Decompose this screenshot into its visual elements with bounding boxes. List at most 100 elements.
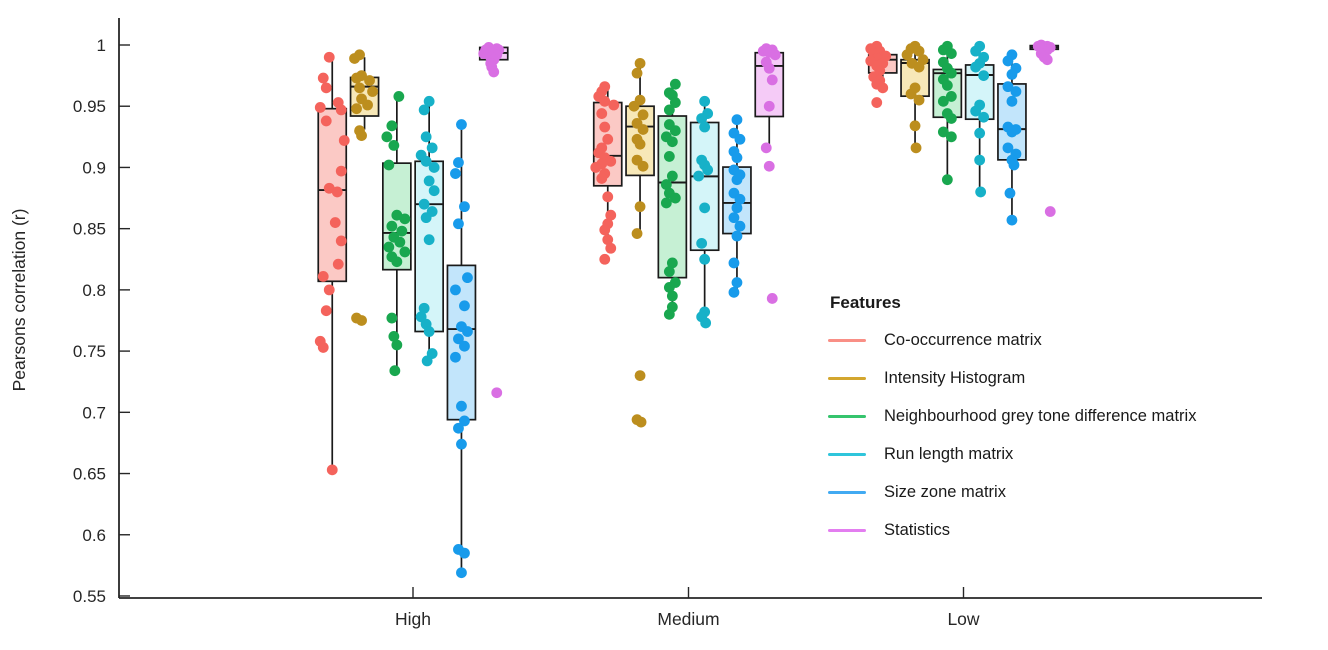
data-point <box>734 133 746 145</box>
legend-label: Run length matrix <box>884 444 1014 463</box>
legend-item: Size zone matrix <box>828 473 1308 511</box>
box-size-zone-matrix-medium <box>722 114 752 298</box>
data-point <box>1044 206 1056 217</box>
legend-label: Size zone matrix <box>884 482 1006 501</box>
data-point <box>763 100 775 112</box>
data-point <box>699 121 711 133</box>
data-point <box>453 333 464 345</box>
data-point <box>362 99 373 111</box>
data-point <box>590 162 602 173</box>
data-point <box>660 197 672 209</box>
data-point <box>669 192 681 204</box>
data-point <box>450 351 461 363</box>
y-tick-label: 0.65 <box>73 465 106 484</box>
data-point <box>399 213 411 225</box>
data-point <box>491 387 503 399</box>
data-point <box>599 95 611 107</box>
data-point <box>326 464 338 476</box>
data-point <box>423 175 435 187</box>
data-point <box>945 113 957 124</box>
data-point <box>399 246 411 258</box>
data-point <box>602 234 614 246</box>
data-point <box>459 300 470 312</box>
legend-item: Run length matrix <box>828 435 1308 473</box>
data-point <box>634 57 646 69</box>
data-point <box>354 82 365 94</box>
data-point <box>428 185 440 197</box>
data-point <box>1008 159 1020 171</box>
data-point <box>699 202 711 214</box>
legend-title: Features <box>830 293 901 312</box>
data-point <box>335 104 347 116</box>
data-point <box>608 99 620 111</box>
data-point <box>388 140 400 151</box>
data-point <box>631 228 643 239</box>
data-point <box>702 164 714 176</box>
data-point <box>391 256 403 268</box>
box-run-length-matrix-high <box>414 95 444 367</box>
legend-item: Intensity Histogram <box>828 359 1308 397</box>
data-point <box>426 142 438 154</box>
data-point <box>367 86 378 97</box>
legend-item: Co-occurrence matrix <box>828 321 1308 359</box>
data-point <box>599 121 611 133</box>
data-point <box>937 126 949 138</box>
data-point <box>941 174 953 186</box>
data-point <box>910 142 922 154</box>
y-tick-label: 0.8 <box>82 281 106 300</box>
data-point <box>389 365 401 377</box>
box-statistics-low <box>1029 39 1060 217</box>
data-point <box>596 173 608 184</box>
axes: 1 0.95 0.9 0.85 0.8 0.75 0.7 0.65 0.6 0.55 High Med… <box>73 18 1262 629</box>
x-category-label: Low <box>947 609 979 629</box>
data-point <box>663 266 675 277</box>
data-point <box>663 282 675 293</box>
data-point <box>913 94 925 106</box>
box-intensity-histogram-high <box>349 49 380 326</box>
data-point <box>666 136 678 148</box>
data-point <box>331 186 343 198</box>
box-co-occurrence-matrix-high <box>314 51 350 476</box>
data-point <box>913 61 925 73</box>
data-point <box>386 220 398 232</box>
y-tick-label: 0.85 <box>73 220 106 239</box>
box-co-occurrence-matrix-medium <box>590 81 623 265</box>
legend-label: Co-occurrence matrix <box>884 330 1042 349</box>
data-point <box>731 277 743 288</box>
data-point <box>1002 142 1014 154</box>
data-point <box>693 170 705 182</box>
data-point <box>459 201 470 213</box>
data-point <box>877 82 889 94</box>
legend-items: Co-occurrence matrix Intensity Histogram N… <box>828 321 1308 549</box>
legend-swatch <box>828 528 866 532</box>
box-neighbourhood-grey-tone-difference-matrix-high <box>381 91 412 377</box>
data-point <box>323 51 335 63</box>
data-point <box>423 326 435 337</box>
data-point <box>974 127 986 139</box>
data-point <box>488 66 500 78</box>
data-point <box>631 67 643 79</box>
data-point <box>1002 55 1014 67</box>
box-intensity-histogram-medium <box>625 57 655 428</box>
legend-swatch <box>828 338 866 342</box>
data-point <box>696 237 708 249</box>
data-point <box>383 241 395 253</box>
data-point <box>456 119 467 130</box>
data-point <box>314 102 326 113</box>
data-point <box>335 165 347 177</box>
y-tick-label: 0.75 <box>73 342 106 361</box>
data-point <box>317 271 329 282</box>
data-point <box>945 67 957 79</box>
data-point <box>728 286 740 298</box>
box <box>317 107 348 283</box>
data-point <box>978 111 990 123</box>
data-point <box>699 95 711 107</box>
data-point <box>970 45 982 57</box>
data-point <box>453 157 464 168</box>
data-point <box>731 202 743 214</box>
y-tick-label: 1 <box>97 36 106 55</box>
data-point <box>1004 187 1016 199</box>
data-point <box>760 142 772 154</box>
data-point <box>459 415 470 427</box>
